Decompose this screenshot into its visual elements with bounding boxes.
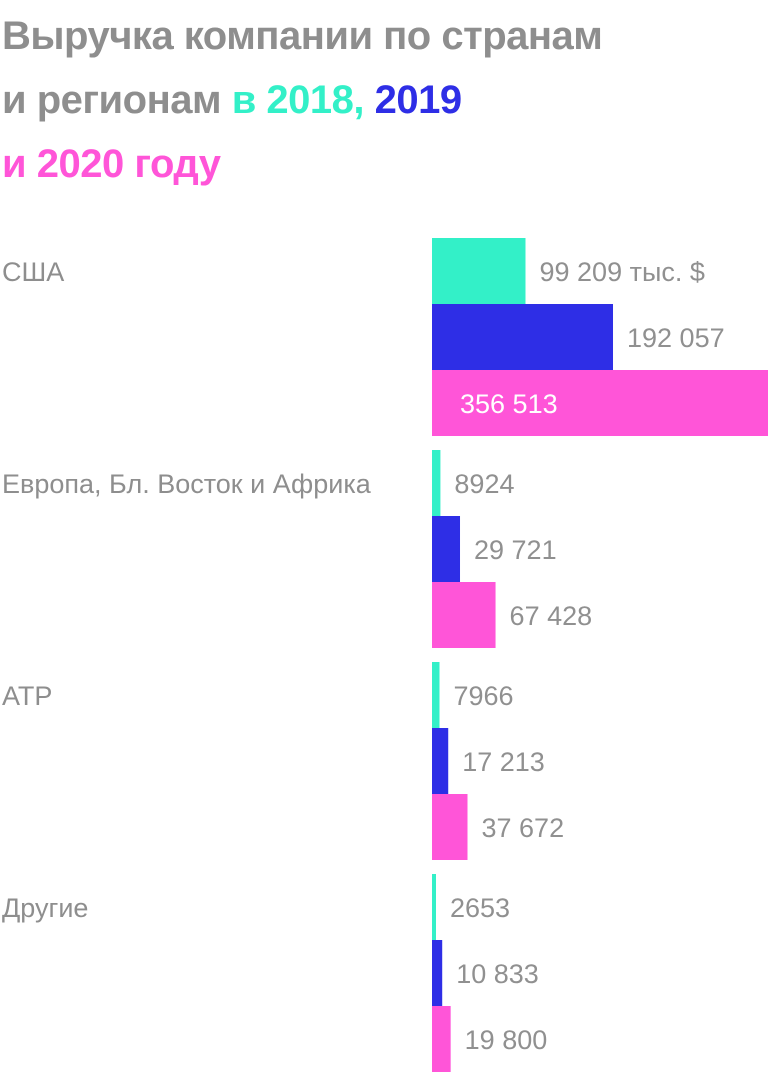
value-label-apac-2019: 17 213 xyxy=(462,747,545,777)
title-suffix: году xyxy=(134,142,221,186)
bar-apac-2020 xyxy=(432,794,468,860)
value-label-other-2019: 10 833 xyxy=(456,959,539,989)
value-label-usa-2018: 99 209 тыс. $ xyxy=(540,257,705,287)
bar-other-2020 xyxy=(432,1006,451,1072)
title-year-2020: 2020 xyxy=(36,142,124,186)
value-label-emea-2018: 8924 xyxy=(454,469,514,499)
bar-emea-2019 xyxy=(432,516,461,582)
value-label-usa-2019: 192 057 xyxy=(627,323,725,353)
value-label-apac-2020: 37 672 xyxy=(482,813,565,843)
bar-usa-2020 xyxy=(432,370,768,436)
value-label-other-2020: 19 800 xyxy=(465,1025,548,1055)
bar-usa-2019 xyxy=(432,304,614,370)
bar-apac-2018 xyxy=(432,662,440,728)
value-label-usa-2020: 356 513 xyxy=(460,389,558,419)
value-label-emea-2020: 67 428 xyxy=(510,601,593,631)
bar-usa-2018 xyxy=(432,238,526,304)
bar-other-2019 xyxy=(432,940,443,1006)
title-line-3-prefix: и xyxy=(2,142,27,186)
bar-apac-2019 xyxy=(432,728,449,794)
bar-emea-2018 xyxy=(432,450,441,516)
chart-title: Выручка компании по странам и регионам в … xyxy=(2,4,762,196)
category-label-emea: Европа, Бл. Восток и Африка xyxy=(2,469,372,499)
category-label-apac: АТР xyxy=(2,681,52,711)
value-label-emea-2019: 29 721 xyxy=(474,535,557,565)
title-year-2019: 2019 xyxy=(374,78,462,122)
category-label-other: Другие xyxy=(2,893,88,923)
bar-emea-2020 xyxy=(432,582,496,648)
title-line-1: Выручка компании по странам xyxy=(2,14,603,58)
title-line-2: и регионам в 2018, 2019 xyxy=(2,78,462,122)
bar-other-2018 xyxy=(432,874,436,940)
category-label-usa: США xyxy=(2,257,64,287)
value-label-apac-2018: 7966 xyxy=(454,681,514,711)
value-label-other-2018: 2653 xyxy=(450,893,510,923)
title-year-2018: в 2018, xyxy=(231,78,365,122)
title-line-2-prefix: и регионам xyxy=(2,78,222,122)
title-line-3: и 2020 году xyxy=(2,142,221,186)
